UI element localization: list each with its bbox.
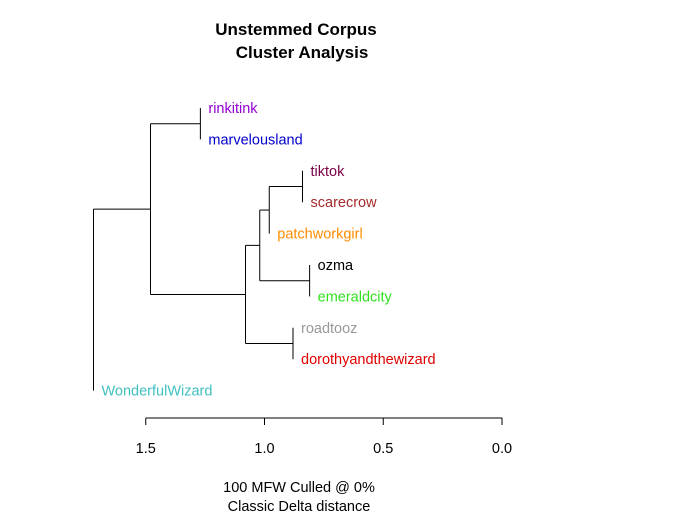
leaf-label-tiktok: tiktok <box>311 164 346 180</box>
tick-label: 1.0 <box>254 441 274 457</box>
leaf-label-scarecrow: scarecrow <box>311 195 378 211</box>
leaf-label-WonderfulWizard: WonderfulWizard <box>102 384 213 400</box>
caption-line2: Classic Delta distance <box>228 499 371 515</box>
tick-label: 0.5 <box>373 441 393 457</box>
leaf-label-marvelousland: marvelousland <box>208 132 302 148</box>
leaf-label-rinkitink: rinkitink <box>208 101 258 117</box>
dendrogram-branches <box>93 108 311 391</box>
chart-title-line2: Cluster Analysis <box>236 43 369 62</box>
leaf-labels: rinkitink marvelousland tiktok scarecrow pat… <box>102 101 436 400</box>
leaf-label-dorothyandthewizard: dorothyandthewizard <box>301 352 436 368</box>
chart-title-line1: Unstemmed Corpus <box>215 20 377 39</box>
tick-label: 1.5 <box>136 441 156 457</box>
leaf-label-roadtooz: roadtooz <box>301 321 357 337</box>
leaf-label-ozma: ozma <box>318 258 354 274</box>
axis-ticks: 1.5 1.0 0.5 0.0 <box>136 418 512 457</box>
caption-line1: 100 MFW Culled @ 0% <box>223 480 375 496</box>
distance-axis: 1.5 1.0 0.5 0.0 <box>136 417 512 457</box>
leaf-label-patchworkgirl: patchworkgirl <box>277 227 362 243</box>
leaf-label-emeraldcity: emeraldcity <box>318 289 393 305</box>
tick-label: 0.0 <box>492 441 512 457</box>
